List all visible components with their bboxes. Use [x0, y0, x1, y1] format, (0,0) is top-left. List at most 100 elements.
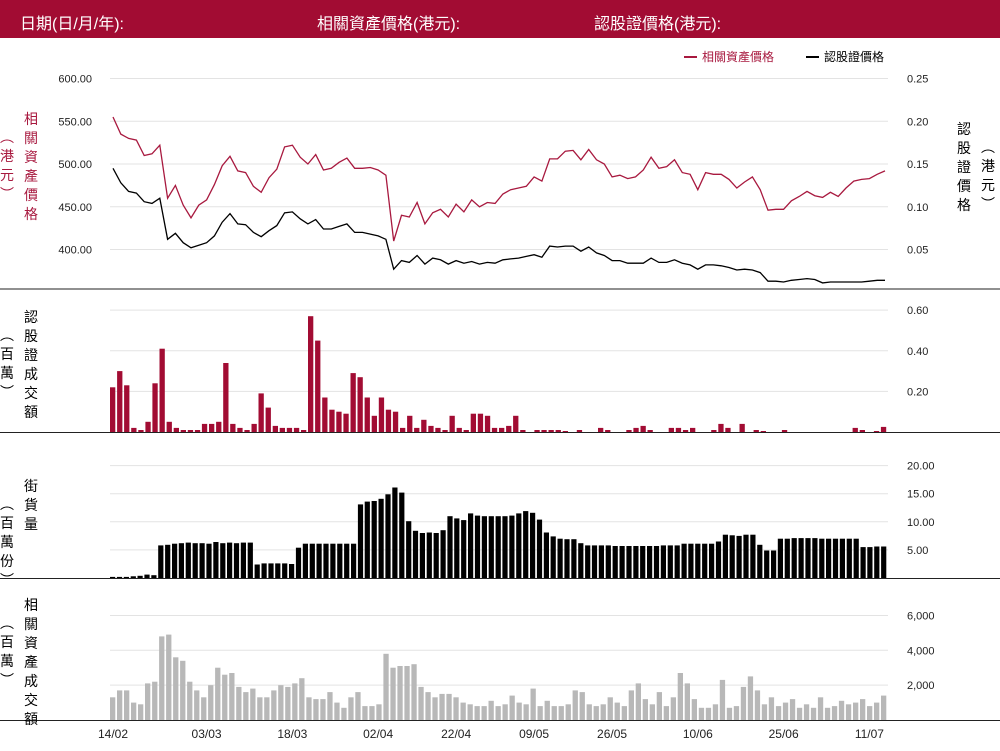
warrant-turnover-axis-title-unit-char: 萬: [0, 365, 14, 381]
warrant-turnover-bar: [124, 385, 130, 432]
left-axis-tick-label: 450.00: [58, 202, 92, 214]
outstanding-bar: [240, 542, 246, 578]
warrant-turnover-bar: [753, 430, 759, 432]
asset-turnover-bar: [250, 688, 256, 720]
outstanding-bar: [667, 545, 673, 578]
asset-turnover-bar: [131, 702, 137, 720]
right-axis-title-unit-char: 元: [981, 177, 995, 193]
warrant-turnover-bar: [286, 427, 293, 432]
asset-turnover-bar: [579, 692, 585, 720]
asset-turnover-bar: [453, 697, 459, 720]
outstanding-bar: [839, 538, 845, 578]
outstanding-bar: [351, 543, 357, 578]
warrant-turnover-bar: [555, 430, 561, 432]
warrant-turnover-bar: [640, 425, 646, 432]
asset-turnover-bar: [110, 697, 116, 720]
outstanding-bar: [626, 546, 632, 578]
asset-turnover-bar: [145, 683, 151, 720]
warrant-turnover-bar: [230, 423, 236, 432]
warrant-turnover-bar: [647, 430, 653, 432]
asset-turnover-bar: [355, 692, 361, 720]
warrant-turnover-axis-title-unit-char: 百: [0, 346, 14, 362]
outstanding-bar: [750, 534, 756, 578]
asset-turnover-bar: [481, 706, 487, 720]
outstanding-bar: [543, 532, 549, 578]
right-axis-title-char: 證: [957, 159, 971, 175]
outstanding-bar: [344, 543, 350, 578]
outstanding-bar: [261, 563, 267, 578]
outstanding-bar: [364, 501, 370, 578]
left-axis-title-unit-char: ︵: [0, 129, 14, 145]
warrant-turnover-bar: [760, 431, 766, 432]
outstanding-bar: [268, 563, 274, 578]
warrant-turnover-bar: [477, 413, 484, 432]
warrant-turnover-bar: [598, 427, 604, 432]
outstanding-bar: [282, 563, 288, 578]
outstanding-bar: [777, 538, 783, 578]
outstanding-bar: [647, 546, 653, 578]
outstanding-axis-title-unit-char: 萬: [0, 534, 14, 550]
warrant-turnover-bar: [873, 431, 880, 432]
outstanding-bar: [791, 538, 797, 578]
warrant-turnover-bar: [576, 430, 583, 432]
outstanding-bar: [605, 545, 611, 578]
warrant-turnover-bar: [690, 427, 696, 432]
outstanding-tick-label: 20.00: [907, 461, 935, 473]
asset-turnover-bar: [418, 686, 424, 720]
outstanding-bar: [784, 538, 790, 578]
outstanding-bar: [681, 543, 687, 578]
outstanding-bar: [640, 546, 646, 578]
asset-turnover-bar: [229, 673, 235, 720]
asset-turnover-axis-title-char: 額: [24, 711, 38, 727]
asset-turnover-bar: [551, 706, 557, 720]
warrant-turnover-bar: [520, 430, 526, 432]
asset-turnover-axis-title-unit-char: ︵: [0, 615, 14, 631]
outstanding-bar: [289, 564, 295, 578]
x-axis-tick-label: 26/05: [597, 727, 627, 741]
asset-turnover-bar: [775, 706, 782, 720]
asset-turnover-bar: [853, 702, 859, 720]
warrant-turnover-axis-title-char: 證: [24, 347, 38, 363]
outstanding-bar: [433, 533, 439, 578]
asset-turnover-bar: [488, 700, 494, 720]
outstanding-bar: [385, 494, 391, 578]
warrant-turnover-bar: [152, 383, 158, 432]
outstanding-bar: [378, 498, 384, 578]
warrant-turnover-tick-label: 0.20: [907, 386, 928, 398]
asset-turnover-bar: [670, 697, 676, 720]
left-axis-title-char: 價: [24, 187, 38, 203]
left-axis-tick-label: 400.00: [58, 245, 92, 257]
asset-turnover-bar: [586, 704, 592, 720]
outstanding-bar: [702, 543, 708, 578]
asset-turnover-bar: [222, 674, 228, 720]
warrant-turnover-bar: [470, 413, 476, 432]
outstanding-axis-title-unit-char: ︵: [0, 496, 14, 512]
warrant-turnover-bar: [463, 430, 469, 432]
warrant-turnover-bar: [322, 397, 328, 432]
warrant-turnover-bar: [187, 430, 194, 432]
warrant-turnover-bar: [449, 415, 455, 432]
warrant-turnover-bar: [739, 423, 745, 432]
asset-turnover-bar: [705, 707, 712, 720]
asset-turnover-bar: [593, 706, 599, 720]
outstanding-tick-label: 15.00: [907, 489, 935, 501]
asset-turnover-bar: [565, 704, 571, 720]
asset-turnover-bar: [838, 700, 845, 720]
asset-turnover-bar: [635, 683, 641, 720]
asset-turnover-bar: [341, 707, 347, 720]
asset-turnover-bar: [768, 697, 775, 720]
outstanding-bar: [151, 575, 157, 578]
right-axis-title-char: 認: [957, 121, 971, 137]
outstanding-tick-label: 10.00: [907, 517, 935, 529]
warrant-turnover-bar: [145, 421, 151, 432]
outstanding-bar: [178, 543, 184, 578]
x-axis-tick-label: 18/03: [277, 727, 307, 741]
outstanding-bar: [633, 546, 639, 578]
outstanding-bar: [612, 546, 618, 578]
asset-turnover-bar: [845, 704, 852, 720]
outstanding-bar: [426, 532, 432, 578]
outstanding-bar: [371, 501, 377, 578]
asset-turnover-bar: [446, 693, 452, 720]
outstanding-bar: [846, 538, 852, 578]
outstanding-bar: [309, 543, 315, 578]
